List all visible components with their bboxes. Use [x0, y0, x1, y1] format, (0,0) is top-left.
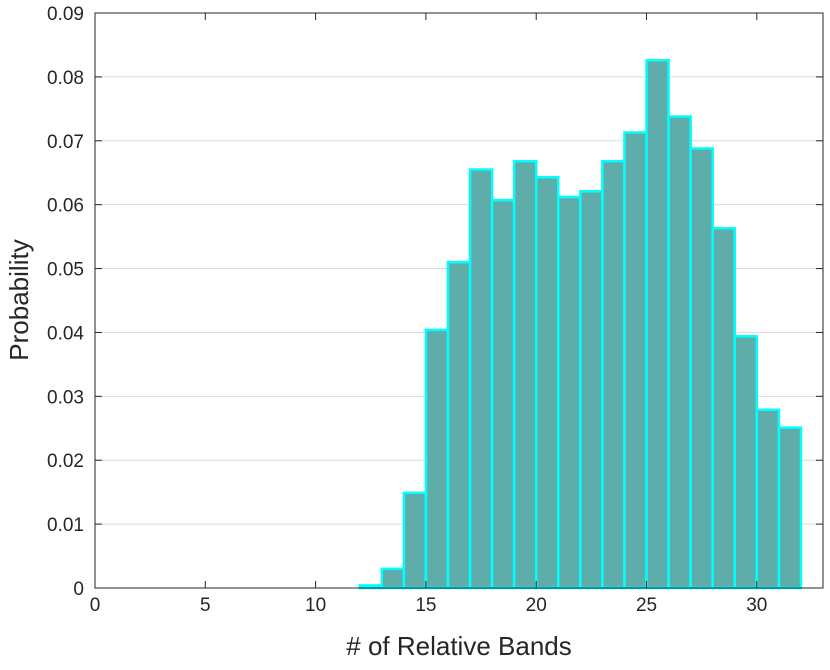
histogram-bar [667, 115, 692, 590]
y-tick-label: 0.07 [47, 132, 84, 153]
histogram-bar [424, 328, 450, 590]
histogram-bar [733, 335, 759, 590]
histogram-bar [468, 168, 494, 590]
histogram-bar [534, 175, 560, 590]
x-tick-label: 25 [636, 595, 657, 616]
x-tick-label: 10 [305, 595, 326, 616]
y-tick-label: 0.06 [47, 196, 84, 217]
histogram-bar [512, 159, 538, 590]
x-tick-label: 20 [526, 595, 547, 616]
histogram-bar [777, 426, 803, 590]
histogram-bar [579, 190, 604, 590]
y-tick-label: 0.01 [47, 515, 84, 536]
histogram-bar [689, 147, 714, 590]
y-tick-label: 0 [73, 579, 84, 600]
y-tick-label: 0.04 [47, 323, 84, 344]
histogram-bar [755, 408, 781, 590]
y-tick-label: 0.08 [47, 68, 84, 89]
x-tick-label: 5 [200, 595, 211, 616]
histogram-bar [446, 260, 472, 590]
tick-labels: 0 5 10 15 20 25 30 0 0.01 0.02 0.03 0.04 0.05 0.06 0.0… [47, 4, 767, 616]
histogram-bar [601, 159, 626, 590]
axes [94, 12, 824, 589]
histogram-bars [358, 59, 803, 590]
y-tick-label: 0.09 [47, 4, 84, 25]
y-tick-label: 0.02 [47, 451, 84, 472]
x-axis-title: # of Relative Bands [346, 631, 571, 661]
histogram-bar [557, 195, 582, 590]
x-tick-label: 30 [746, 595, 767, 616]
y-tick-label: 0.03 [47, 387, 84, 408]
histogram-bar [623, 131, 648, 590]
histogram-bar [490, 198, 516, 590]
y-axis-title: Probability [4, 239, 34, 360]
histogram-bar [711, 227, 737, 590]
x-tick-label: 0 [90, 595, 101, 616]
y-tick-label: 0.05 [47, 260, 84, 281]
x-tick-label: 15 [415, 595, 436, 616]
plot-frame [94, 12, 824, 589]
histogram-bar [402, 491, 428, 590]
histogram-bar [380, 567, 406, 590]
histogram-bar [645, 59, 670, 590]
